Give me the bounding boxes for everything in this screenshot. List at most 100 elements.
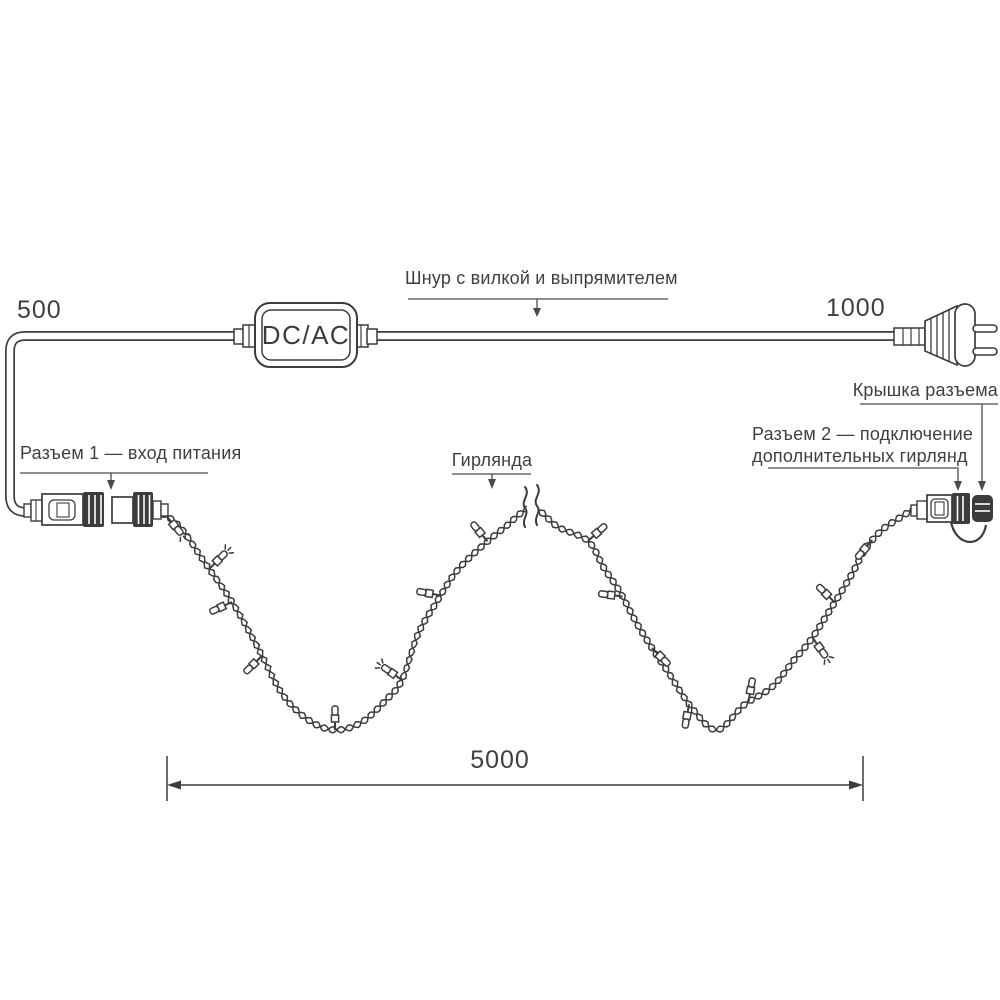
bulb-lamp: [681, 718, 690, 729]
plug-pin-bottom: [972, 347, 998, 356]
garland-bulb: [681, 704, 693, 729]
bulb-stem: [255, 654, 263, 663]
bulb-lamp: [380, 664, 392, 674]
bulb-lamp: [597, 522, 608, 533]
wire-break-gap: [527, 487, 538, 531]
connector2-label-line2: дополнительных гирлянд: [752, 446, 968, 466]
bulb-stem: [165, 515, 173, 523]
bulb-ray: [374, 666, 381, 670]
connector1-socket: [111, 496, 134, 524]
garland-wire: [159, 484, 914, 734]
connector1-strain-small: [23, 503, 32, 518]
bulb-stem: [811, 637, 818, 645]
bulb-lamp: [854, 549, 865, 561]
connector1-label: Разъем 1 — вход питания: [20, 443, 242, 463]
bulb-stem: [394, 674, 403, 681]
adapter-body-inner: [261, 309, 351, 361]
bulb-lamp: [209, 605, 220, 615]
garland-bulb: [854, 539, 873, 561]
plug-face: [954, 303, 976, 367]
garland-bulb: [208, 544, 234, 570]
dimension-arrow-left: [167, 780, 181, 790]
arrow-connector2-head: [954, 481, 962, 491]
bulb-stem: [587, 534, 595, 542]
arrow-garland-head: [488, 479, 496, 489]
connector-cap: [972, 495, 993, 522]
bulb-ray: [823, 659, 826, 665]
bulb-stem: [614, 594, 623, 598]
bulb-stem: [651, 647, 659, 655]
bulb-ray: [227, 546, 232, 552]
bulb-stem: [481, 534, 489, 542]
garland-bulb: [416, 587, 441, 599]
garland-label: Гирлянда: [451, 450, 533, 470]
garland-wire-strand: [159, 505, 914, 734]
bulb-lamp: [597, 590, 609, 599]
bulb-ray: [224, 544, 227, 550]
garland-bulb: [651, 647, 671, 667]
bulb-lamp: [660, 656, 671, 667]
connector2-label: Разъем 2 — подключение дополнительных ги…: [752, 423, 974, 467]
length-5000-label: 5000: [470, 746, 530, 774]
connector2-collar: [916, 500, 928, 520]
bulb-stem: [208, 562, 216, 570]
arrow-connector-cap-head: [978, 481, 986, 491]
plug-pin-top: [972, 324, 998, 333]
bulb-stem: [828, 596, 836, 604]
bulb-lamp: [470, 521, 480, 532]
power-cord-left-core: [6, 332, 246, 516]
garland-wire-strand: [159, 504, 912, 734]
leader-connector2: [768, 467, 959, 482]
garland-bulb: [374, 658, 403, 681]
bulb-stem: [747, 693, 751, 702]
connector1-latch-inner: [56, 502, 70, 518]
connector2-label-line1: Разъем 2 — подключение: [752, 424, 974, 444]
mains-plug: [893, 303, 998, 367]
connector2-latch-inner: [934, 501, 945, 516]
bulb-stem: [686, 704, 690, 713]
bulb-lamp: [416, 587, 427, 597]
length-1000-label: 1000: [826, 294, 886, 322]
garland-bulb: [330, 705, 340, 730]
bulb-ray: [182, 535, 187, 541]
bulb-lamp: [243, 664, 254, 675]
garland-bulb: [745, 677, 756, 702]
garland-bulb: [587, 522, 608, 542]
bulb-ray: [184, 532, 190, 535]
bulb-ray: [380, 658, 384, 664]
adapter-label: DC/AC: [261, 320, 351, 350]
bulb-ray: [228, 551, 234, 554]
garland-bulb: [243, 654, 263, 675]
adapter-nipple-right-outer: [366, 328, 378, 345]
bulb-ray: [179, 536, 182, 542]
power-cord-left: [5, 331, 246, 517]
garland-bulb: [165, 515, 190, 542]
connector2-ring: [952, 493, 970, 524]
connector-1: [23, 492, 169, 527]
dcac-adapter: [233, 302, 378, 368]
bulb-lamp: [815, 583, 826, 594]
garland-bulb: [597, 590, 623, 600]
dimension-5000: [166, 756, 864, 801]
dimension-arrow-right: [849, 780, 863, 790]
bulb-stem: [224, 601, 233, 607]
bulb-lamp: [331, 705, 339, 716]
connector-cap-tether: [949, 521, 988, 543]
bulb-stem: [866, 539, 873, 547]
connector1-collar-small: [160, 503, 169, 517]
bulb-lamp: [173, 525, 184, 536]
connector1-collar: [152, 500, 162, 520]
bulb-stem: [432, 593, 441, 597]
bulb-lamp: [818, 648, 829, 659]
garland-bulb: [811, 637, 835, 665]
garland-bulb: [209, 601, 233, 615]
plug-body: [924, 304, 958, 367]
bulb-ray: [826, 658, 831, 664]
connector-2: [910, 493, 993, 543]
cord-note-label: Шнур с вилкой и выпрямителем: [405, 268, 678, 288]
power-cord: [5, 331, 897, 517]
connector-cap-label: Крышка разъема: [852, 380, 998, 400]
bulb-ray: [376, 661, 382, 666]
